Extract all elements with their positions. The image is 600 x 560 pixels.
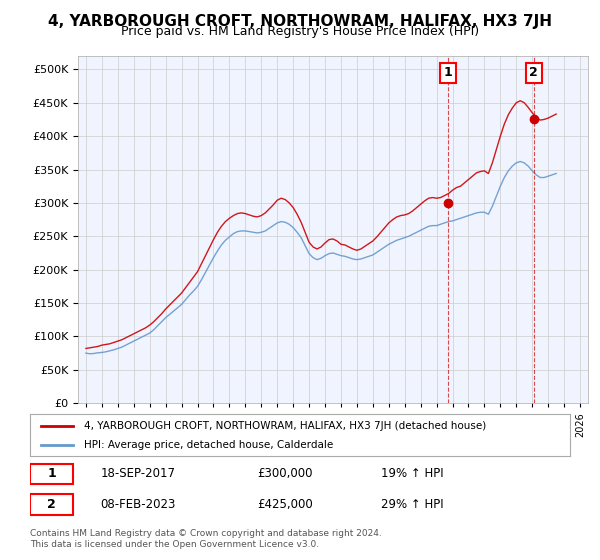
Text: Price paid vs. HM Land Registry's House Price Index (HPI): Price paid vs. HM Land Registry's House … [121,25,479,38]
Text: 19% ↑ HPI: 19% ↑ HPI [381,468,443,480]
Text: £425,000: £425,000 [257,498,313,511]
Text: 2: 2 [529,67,538,80]
Text: HPI: Average price, detached house, Calderdale: HPI: Average price, detached house, Cald… [84,440,333,450]
FancyBboxPatch shape [30,494,73,515]
Text: 18-SEP-2017: 18-SEP-2017 [100,468,175,480]
Text: 4, YARBOROUGH CROFT, NORTHOWRAM, HALIFAX, HX3 7JH: 4, YARBOROUGH CROFT, NORTHOWRAM, HALIFAX… [48,14,552,29]
Text: Contains HM Land Registry data © Crown copyright and database right 2024.
This d: Contains HM Land Registry data © Crown c… [30,529,382,549]
Text: 29% ↑ HPI: 29% ↑ HPI [381,498,443,511]
Text: 2: 2 [47,498,56,511]
FancyBboxPatch shape [30,464,73,484]
Text: £300,000: £300,000 [257,468,312,480]
Text: 08-FEB-2023: 08-FEB-2023 [100,498,176,511]
Text: 1: 1 [47,468,56,480]
Text: 4, YARBOROUGH CROFT, NORTHOWRAM, HALIFAX, HX3 7JH (detached house): 4, YARBOROUGH CROFT, NORTHOWRAM, HALIFAX… [84,421,486,431]
Text: 1: 1 [443,67,452,80]
